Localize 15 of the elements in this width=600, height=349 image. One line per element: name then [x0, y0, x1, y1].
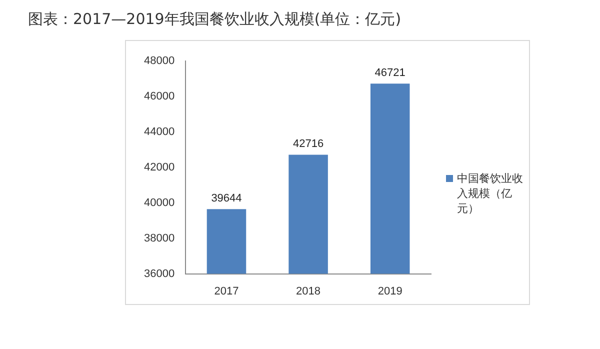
data-label: 46721 [374, 67, 406, 80]
y-tick-label: 40000 [144, 196, 175, 209]
data-label: 42716 [292, 138, 324, 150]
y-tick-label: 38000 [144, 232, 175, 244]
y-tick-label: 44000 [144, 126, 175, 138]
chart-title: 图表：2017—2019年我国餐饮业收入规模(单位：亿元) [28, 10, 402, 29]
y-tick-label: 42000 [144, 161, 175, 174]
y-tick-label: 36000 [144, 268, 175, 280]
y-tick-label: 48000 [144, 55, 175, 68]
y-tick-label: 46000 [144, 90, 175, 102]
data-label: 39644 [211, 192, 242, 205]
x-tick-label: 2018 [296, 285, 321, 298]
x-tick-label: 2019 [378, 285, 402, 298]
x-tick-label: 2017 [214, 285, 239, 298]
legend-label: 中国餐饮业收入规模（亿元） [457, 171, 524, 216]
